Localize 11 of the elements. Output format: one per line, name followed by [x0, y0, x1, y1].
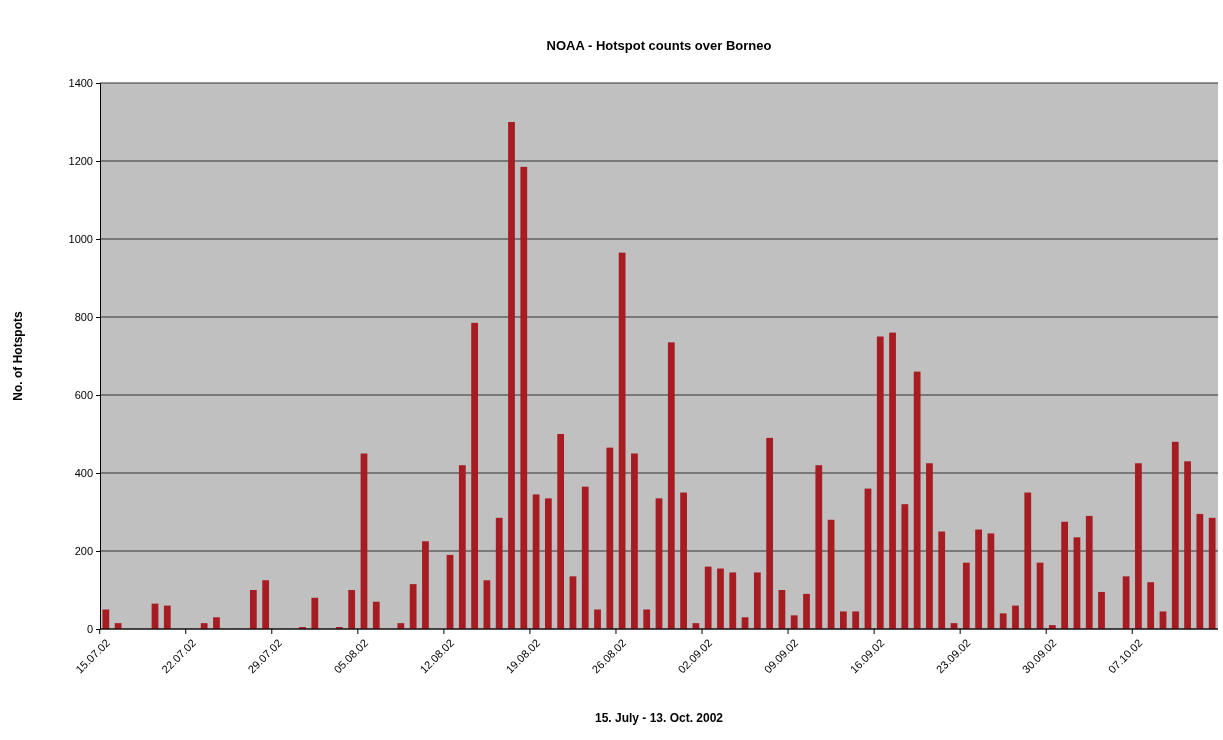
y-tick-label: 1400 — [68, 77, 93, 90]
y-axis-title: No. of Hotspots — [11, 311, 25, 401]
chart-title: NOAA - Hotspot counts over Borneo — [546, 38, 772, 53]
y-tick-label: 0 — [86, 623, 93, 636]
x-axis-title: 15. July - 13. Oct. 2002 — [594, 711, 724, 725]
y-tick-label: 600 — [74, 389, 93, 402]
y-tick-label: 400 — [74, 467, 93, 480]
y-tick-label: 800 — [74, 311, 93, 324]
y-tick-label: 1000 — [68, 233, 93, 246]
y-tick-label: 1200 — [68, 155, 93, 168]
y-tick-label: 200 — [74, 545, 93, 558]
